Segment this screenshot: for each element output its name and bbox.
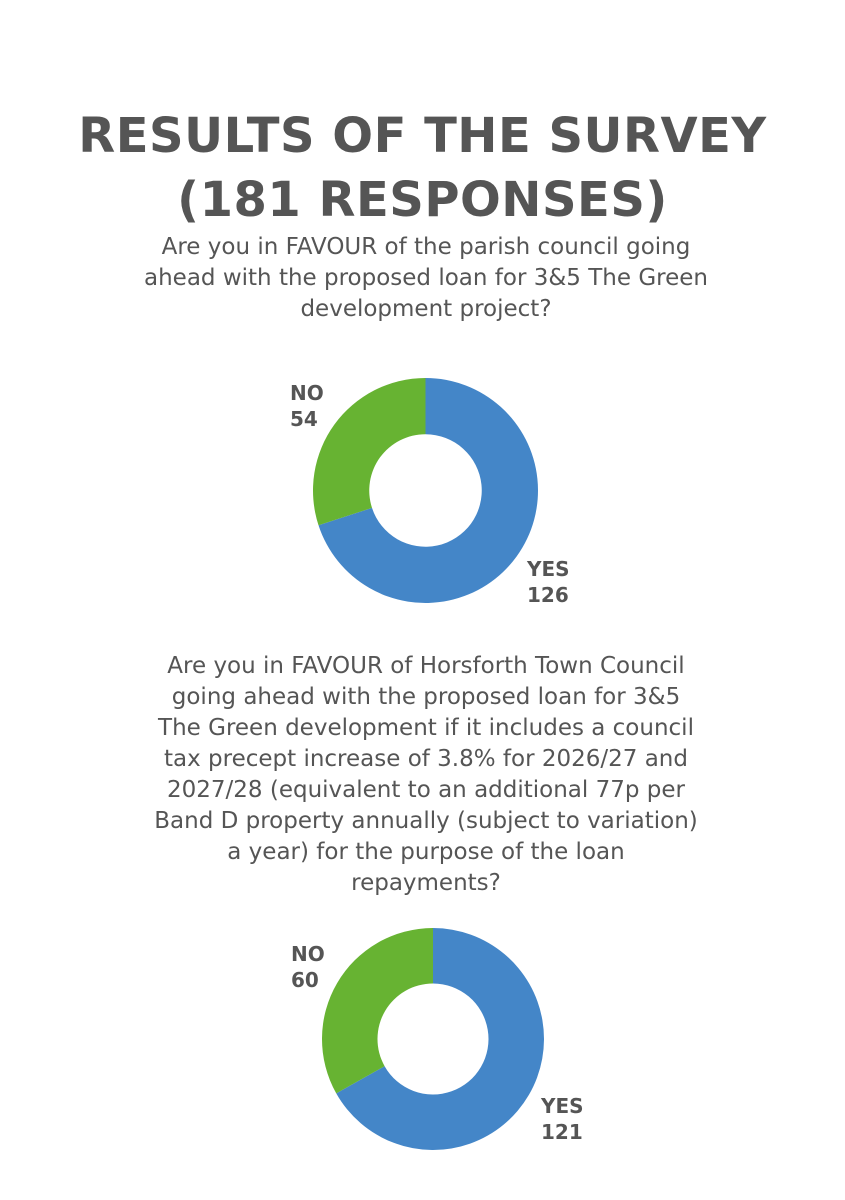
page-title: RESULTS OF THE SURVEY (181 RESPONSES) bbox=[0, 104, 845, 232]
donut-chart-1 bbox=[313, 378, 538, 603]
chart-2-yes-value: 121 bbox=[541, 1120, 583, 1144]
chart-2-yes-category: YES bbox=[541, 1094, 584, 1118]
question-2-line: Band D property annually (subject to var… bbox=[154, 808, 698, 834]
donut-chart-2 bbox=[322, 928, 544, 1150]
chart-1-no-value: 54 bbox=[290, 407, 318, 431]
question-2-line: repayments? bbox=[351, 870, 501, 896]
question-1-line: ahead with the proposed loan for 3&5 The… bbox=[144, 265, 708, 291]
question-2-line: going ahead with the proposed loan for 3… bbox=[171, 684, 681, 710]
chart-1-label-yes: YES 126 bbox=[527, 556, 570, 608]
chart-1-yes-category: YES bbox=[527, 557, 570, 581]
question-2-line: tax precept increase of 3.8% for 2026/27… bbox=[163, 746, 688, 772]
chart-1-no-category: NO bbox=[290, 381, 324, 405]
question-1-line: Are you in FAVOUR of the parish council … bbox=[161, 234, 691, 260]
question-1-line: development project? bbox=[300, 296, 552, 322]
question-2: Are you in FAVOUR of Horsforth Town Coun… bbox=[120, 651, 732, 899]
chart-2-no-category: NO bbox=[291, 942, 325, 966]
question-1: Are you in FAVOUR of the parish council … bbox=[120, 232, 732, 325]
question-2-line: 2027/28 (equivalent to an additional 77p… bbox=[166, 777, 685, 803]
question-2-line: Are you in FAVOUR of Horsforth Town Coun… bbox=[167, 653, 685, 679]
chart-2-no-value: 60 bbox=[291, 968, 319, 992]
chart-2-label-no: NO 60 bbox=[291, 941, 325, 993]
question-2-line: The Green development if it includes a c… bbox=[158, 715, 694, 741]
title-line-2: (181 RESPONSES) bbox=[177, 172, 668, 229]
donut-slice-no bbox=[322, 928, 433, 1094]
chart-1-yes-value: 126 bbox=[527, 583, 569, 607]
donut-slice-yes bbox=[336, 928, 544, 1150]
title-line-1: RESULTS OF THE SURVEY bbox=[78, 108, 767, 165]
chart-1-label-no: NO 54 bbox=[290, 380, 324, 432]
question-2-line: a year) for the purpose of the loan bbox=[227, 839, 625, 865]
donut-slice-no bbox=[313, 378, 426, 526]
donut-slice-yes bbox=[318, 378, 538, 603]
chart-2-label-yes: YES 121 bbox=[541, 1093, 584, 1145]
